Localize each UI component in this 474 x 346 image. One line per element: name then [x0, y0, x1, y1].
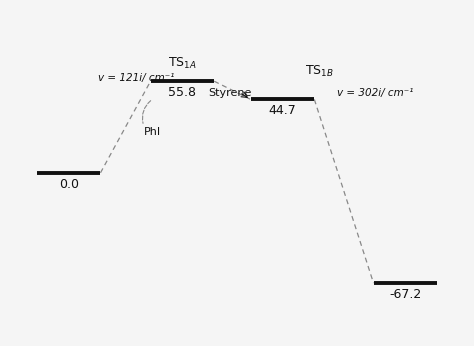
- Text: TS$_{1B}$: TS$_{1B}$: [305, 64, 334, 79]
- Text: 55.8: 55.8: [168, 86, 196, 99]
- Text: TS$_{1A}$: TS$_{1A}$: [168, 56, 197, 71]
- Text: 0.0: 0.0: [59, 178, 79, 191]
- Text: v = 121i/ cm⁻¹: v = 121i/ cm⁻¹: [98, 73, 174, 83]
- Text: 44.7: 44.7: [269, 104, 296, 117]
- Text: v = 302i/ cm⁻¹: v = 302i/ cm⁻¹: [337, 88, 413, 98]
- Text: PhI: PhI: [144, 127, 161, 137]
- Text: -67.2: -67.2: [389, 288, 421, 301]
- Text: Styrene: Styrene: [209, 88, 252, 98]
